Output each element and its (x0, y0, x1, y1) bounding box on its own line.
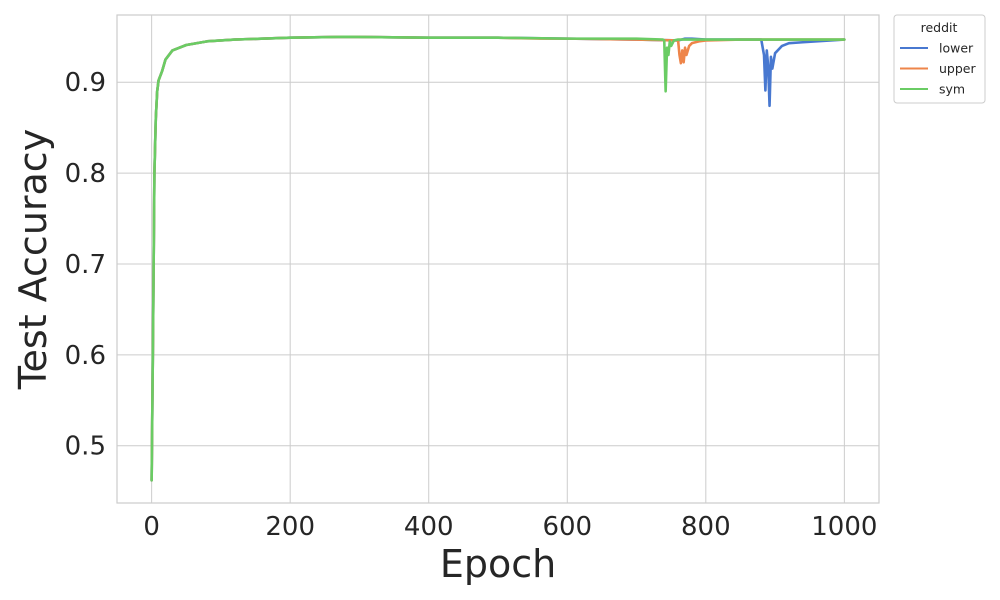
legend-label-sym: sym (939, 82, 965, 97)
y-tick-label: 0.7 (65, 250, 106, 280)
legend-frame (893, 14, 986, 104)
legend-items: lower upper sym (900, 41, 976, 97)
legend-label-upper: upper (939, 61, 976, 76)
x-tick-label: 600 (542, 512, 592, 542)
x-tick-label: 0 (143, 512, 160, 542)
y-axis-ticks: 0.5 0.6 0.7 0.8 0.9 (65, 68, 106, 462)
legend: reddit lower upper sym (893, 14, 986, 104)
x-axis-label: Epoch (440, 542, 556, 586)
x-axis-ticks: 0 200 400 600 800 1000 (143, 512, 877, 542)
y-axis-label: Test Accuracy (11, 129, 55, 390)
y-tick-label: 0.6 (65, 341, 106, 371)
y-tick-label: 0.9 (65, 68, 106, 98)
legend-title: reddit (921, 20, 958, 35)
y-tick-label: 0.8 (65, 159, 106, 189)
series-line-sym (150, 35, 846, 482)
series-layer (150, 35, 846, 482)
plot-area (116, 14, 880, 504)
x-tick-label: 800 (681, 512, 731, 542)
x-tick-label: 400 (404, 512, 454, 542)
grid (117, 15, 879, 503)
x-tick-label: 1000 (811, 512, 877, 542)
legend-label-lower: lower (939, 41, 974, 56)
x-tick-label: 200 (265, 512, 315, 542)
y-tick-label: 0.5 (65, 432, 106, 462)
